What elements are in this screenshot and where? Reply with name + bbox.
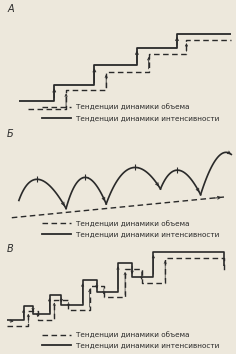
Text: Б: Б (7, 129, 14, 139)
Text: А: А (7, 4, 14, 14)
Text: Тенденции динамики объема: Тенденции динамики объема (76, 103, 189, 110)
Text: Тенденции динамики интенсивности: Тенденции динамики интенсивности (76, 342, 219, 348)
Text: В: В (7, 244, 14, 254)
Text: Тенденции динамики объема: Тенденции динамики объема (76, 220, 189, 227)
Text: Тенденции динамики интенсивности: Тенденции динамики интенсивности (76, 115, 219, 121)
Text: Тенденции динамики объема: Тенденции динамики объема (76, 331, 189, 338)
Text: Тенденции динамики интенсивности: Тенденции динамики интенсивности (76, 231, 219, 237)
